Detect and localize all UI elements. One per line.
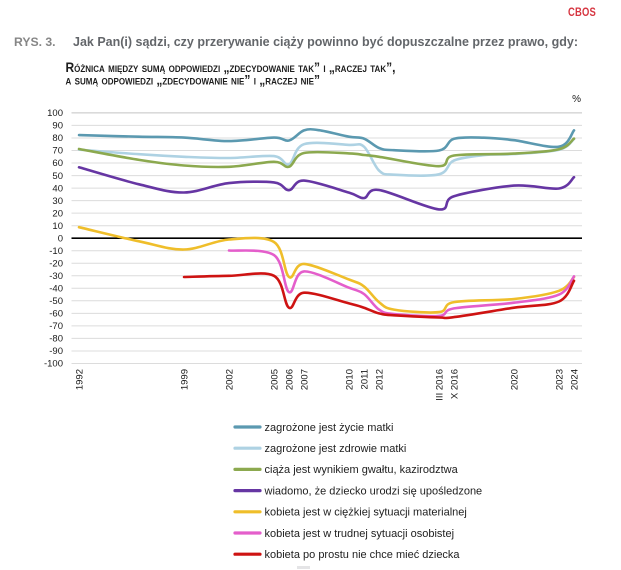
svg-text:-40: -40 <box>49 284 63 295</box>
svg-text:wiadomo, że dziecko urodzi się: wiadomo, że dziecko urodzi się upośledzo… <box>264 485 483 497</box>
svg-text:2011: 2011 <box>360 369 371 389</box>
svg-text:X 2016: X 2016 <box>450 369 461 399</box>
svg-text:40: 40 <box>52 183 63 194</box>
svg-text:%: % <box>572 94 581 105</box>
svg-text:III 2016: III 2016 <box>435 369 446 401</box>
svg-text:50: 50 <box>52 171 63 182</box>
svg-text:2020: 2020 <box>510 369 521 390</box>
svg-text:zagrożone jest życie matki: zagrożone jest życie matki <box>265 422 394 434</box>
svg-text:zagrożone jest zdrowie matki: zagrożone jest zdrowie matki <box>265 443 407 455</box>
svg-text:kobieta jest w trudnej sytuacj: kobieta jest w trudnej sytuacji osobiste… <box>265 528 455 540</box>
svg-text:2010: 2010 <box>345 369 356 390</box>
svg-text:2023: 2023 <box>555 369 566 390</box>
svg-text:90: 90 <box>52 121 63 132</box>
svg-text:10: 10 <box>52 221 63 232</box>
svg-text:2024: 2024 <box>570 369 581 390</box>
svg-text:0: 0 <box>58 233 63 244</box>
svg-text:2006: 2006 <box>285 369 296 390</box>
svg-text:-20: -20 <box>49 259 63 270</box>
svg-text:70: 70 <box>52 146 63 157</box>
svg-text:80: 80 <box>52 133 63 144</box>
svg-text:-60: -60 <box>49 309 63 320</box>
svg-text:ciąża jest wynikiem gwałtu, ka: ciąża jest wynikiem gwałtu, kazirodztwa <box>265 464 459 476</box>
svg-text:30: 30 <box>52 196 63 207</box>
svg-text:-50: -50 <box>49 296 63 307</box>
svg-text:-100: -100 <box>44 359 63 370</box>
svg-text:2007: 2007 <box>300 369 311 390</box>
svg-text:1999: 1999 <box>180 369 191 390</box>
svg-text:20: 20 <box>52 208 63 219</box>
svg-text:-30: -30 <box>49 271 63 282</box>
svg-text:-90: -90 <box>49 346 63 357</box>
svg-text:kobieta jest w ciężkiej sytuac: kobieta jest w ciężkiej sytuacji materia… <box>265 507 467 519</box>
svg-text:-70: -70 <box>49 321 63 332</box>
svg-text:2005: 2005 <box>270 369 281 390</box>
svg-text:100: 100 <box>47 108 63 119</box>
svg-text:2012: 2012 <box>375 369 386 390</box>
svg-text:2002: 2002 <box>225 369 236 390</box>
svg-text:60: 60 <box>52 158 63 169</box>
svg-text:-80: -80 <box>49 334 63 345</box>
svg-text:1992: 1992 <box>75 369 86 390</box>
svg-text:kobieta po prostu nie chce mie: kobieta po prostu nie chce mieć dziecka <box>265 549 461 561</box>
svg-text:-10: -10 <box>49 246 63 257</box>
